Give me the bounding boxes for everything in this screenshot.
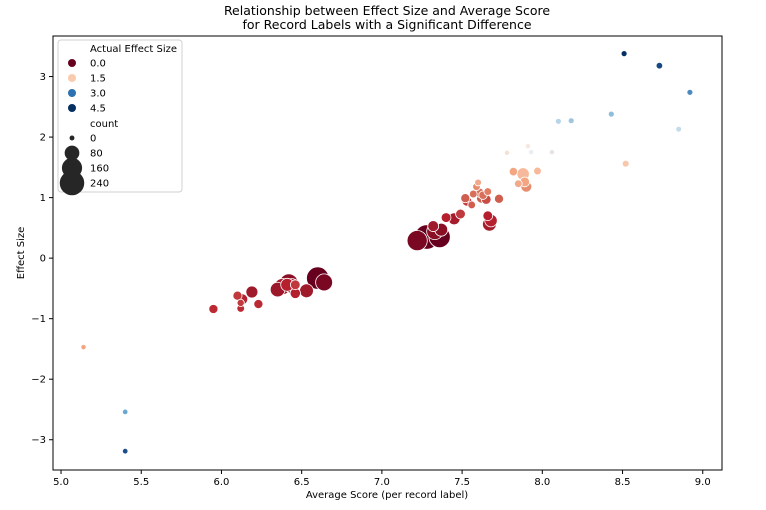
data-point-5 — [236, 298, 245, 307]
legend-hue-marker-3 — [68, 104, 76, 112]
data-point-26 — [440, 212, 452, 223]
data-point-29 — [460, 193, 471, 204]
data-point-31 — [467, 200, 476, 210]
legend-size-entries: 0 80 160 240 — [59, 134, 109, 196]
legend-hue-label-3: 4.5 — [90, 104, 106, 115]
x-tick-label-7: 8.5 — [615, 477, 631, 488]
legend-hue-entries: 0.0 1.5 3.0 4.5 — [68, 59, 106, 115]
chart-subtitle: for Record Labels with a Significant Dif… — [242, 17, 531, 32]
x-axis-label: Average Score (per record label) — [306, 490, 468, 501]
legend-hue-label-2: 3.0 — [90, 89, 106, 100]
y-tick-label-3: 0 — [40, 254, 46, 265]
data-point-59 — [655, 62, 664, 70]
y-tick-label-4: 1 — [40, 193, 46, 204]
x-tick-label-8: 9.0 — [695, 477, 711, 488]
legend-hue-marker-2 — [68, 89, 76, 97]
legend-hue-label-1: 1.5 — [90, 74, 106, 85]
data-point-60 — [675, 125, 682, 133]
data-point-15 — [289, 279, 301, 291]
x-tick-label-5: 7.5 — [454, 477, 470, 488]
data-point-45 — [508, 166, 519, 177]
data-point-8 — [245, 285, 259, 299]
legend-size-title: count — [90, 119, 118, 130]
data-point-22 — [427, 220, 440, 232]
data-point-51 — [528, 149, 535, 156]
plot-frame — [52, 35, 723, 471]
data-point-28 — [455, 208, 466, 220]
data-point-9 — [253, 299, 264, 310]
data-point-43 — [494, 193, 504, 204]
data-point-39 — [483, 187, 493, 196]
data-point-44 — [503, 149, 511, 156]
y-axis-label: Effect Size — [16, 227, 27, 280]
data-points — [80, 50, 694, 455]
legend-hue-marker-1 — [68, 74, 76, 82]
legend-hue-marker-0 — [68, 59, 76, 67]
data-point-46 — [514, 179, 523, 188]
data-point-40 — [482, 210, 494, 222]
legend-size-label-1: 80 — [90, 149, 103, 160]
data-point-56 — [607, 110, 615, 118]
data-point-54 — [555, 117, 562, 125]
y-axis: −3 −2 −1 0 1 2 3 — [31, 72, 53, 446]
data-point-53 — [548, 149, 555, 156]
x-tick-label-3: 6.5 — [294, 477, 310, 488]
legend-box — [57, 39, 183, 193]
y-tick-label-5: 2 — [40, 133, 46, 144]
data-point-61 — [686, 88, 694, 96]
data-point-20 — [406, 230, 428, 252]
legend-hue-label-0: 0.0 — [90, 59, 106, 70]
x-tick-label-1: 5.5 — [133, 477, 149, 488]
data-point-3 — [208, 304, 219, 314]
y-tick-label-2: −1 — [31, 314, 46, 325]
legend-size-label-3: 240 — [90, 179, 109, 190]
legend-size-label-0: 0 — [90, 134, 96, 145]
data-point-50 — [524, 143, 531, 150]
x-tick-label-2: 6.0 — [214, 477, 230, 488]
data-point-34 — [474, 178, 482, 187]
data-point-4 — [232, 290, 243, 301]
x-tick-label-4: 7.0 — [374, 477, 390, 488]
data-point-17 — [299, 283, 314, 299]
data-point-32 — [469, 189, 478, 199]
x-tick-label-6: 8.0 — [534, 477, 550, 488]
data-point-52 — [533, 166, 542, 176]
data-point-19 — [315, 273, 333, 292]
x-axis: 5.0 5.5 6.0 6.5 7.0 7.5 8.0 8.5 9.0 — [53, 470, 711, 488]
data-point-55 — [567, 117, 575, 125]
y-tick-label-1: −2 — [31, 375, 46, 386]
chart-title: Relationship between Effect Size and Ave… — [224, 3, 550, 18]
x-tick-label-0: 5.0 — [53, 477, 69, 488]
data-point-1 — [122, 408, 129, 416]
data-point-0 — [80, 344, 87, 351]
data-point-2 — [122, 448, 129, 455]
legend-hue-title: Actual Effect Size — [90, 44, 177, 55]
data-point-58 — [621, 159, 630, 168]
legend-size-marker-0 — [69, 135, 75, 141]
legend-size-marker-1 — [64, 145, 80, 161]
legend-size-marker-3 — [59, 170, 85, 196]
data-point-57 — [620, 50, 628, 57]
legend: Actual Effect Size 0.0 1.5 3.0 4.5 count 0 8… — [57, 39, 183, 196]
legend-size-label-2: 160 — [90, 164, 109, 175]
y-tick-label-0: −3 — [31, 435, 46, 446]
y-tick-label-6: 3 — [40, 72, 46, 83]
